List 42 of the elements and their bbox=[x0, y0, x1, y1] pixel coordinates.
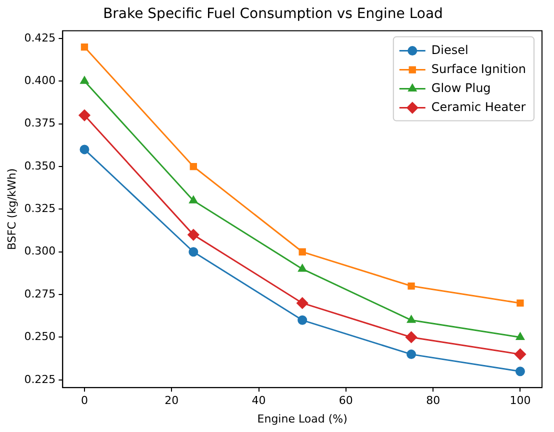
y-tick-label: 0.350 bbox=[24, 159, 56, 172]
point bbox=[298, 248, 306, 256]
x-tick-label: 60 bbox=[338, 394, 353, 408]
point bbox=[408, 282, 415, 290]
point bbox=[514, 348, 526, 360]
point bbox=[190, 162, 197, 170]
x-tick-label: 0 bbox=[80, 394, 88, 408]
legend-label: Glow Plug bbox=[431, 80, 491, 95]
legend-label: Surface Ignition bbox=[431, 62, 526, 76]
point bbox=[406, 350, 416, 360]
chart-title: Brake Specific Fuel Consumption vs Engine Load bbox=[103, 6, 443, 22]
point bbox=[80, 144, 90, 154]
y-tick-label: 0.275 bbox=[24, 287, 56, 300]
point bbox=[296, 297, 308, 309]
point bbox=[515, 366, 525, 376]
x-tick-label: 100 bbox=[510, 394, 531, 408]
x-tick-label: 40 bbox=[252, 394, 266, 408]
point bbox=[516, 300, 524, 307]
y-tick-label: 0.400 bbox=[24, 74, 56, 88]
point bbox=[189, 196, 198, 204]
y-tick-label: 0.425 bbox=[24, 31, 56, 44]
y-tick-label: 0.325 bbox=[24, 202, 56, 216]
y-tick-label: 0.300 bbox=[24, 244, 56, 258]
point bbox=[406, 331, 418, 343]
point bbox=[188, 229, 200, 241]
point bbox=[407, 315, 416, 323]
legend-label: Ceramic Heater bbox=[431, 100, 526, 114]
point bbox=[516, 332, 524, 340]
y-tick-label: 0.375 bbox=[24, 116, 56, 130]
y-tick-label: 0.250 bbox=[24, 330, 56, 344]
y-axis-title: BSFC (kg/kWh) bbox=[5, 168, 18, 250]
legend-label: Diesel bbox=[431, 42, 468, 57]
x-axis-title: Engine Load (%) bbox=[257, 412, 348, 426]
point bbox=[188, 247, 198, 257]
point bbox=[298, 264, 307, 272]
point bbox=[78, 110, 90, 122]
x-tick-label: 80 bbox=[426, 394, 440, 408]
y-tick-label: 0.225 bbox=[24, 372, 56, 386]
point bbox=[80, 43, 88, 51]
point bbox=[298, 315, 308, 325]
x-tick-label: 20 bbox=[164, 394, 179, 408]
point bbox=[80, 76, 89, 84]
